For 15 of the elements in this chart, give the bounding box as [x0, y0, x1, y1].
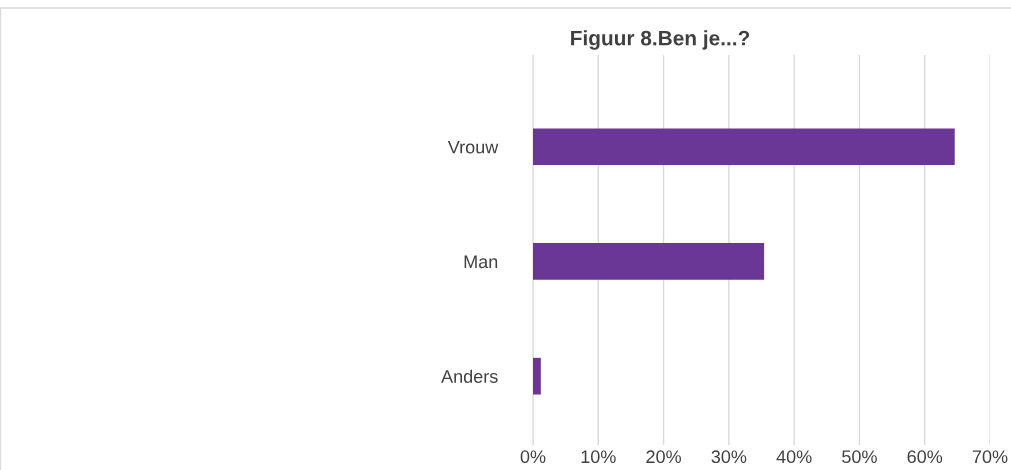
- x-tick-label: 30%: [711, 450, 747, 464]
- chart-title: Figuur 8.Ben je...?: [571, 30, 750, 50]
- y-tick-label: Vrouw: [447, 140, 499, 154]
- x-tick-label: 0%: [520, 450, 546, 464]
- y-tick-label: Man: [464, 255, 498, 269]
- x-tick-label: 60%: [907, 450, 943, 464]
- x-tick-label: 50%: [842, 450, 877, 464]
- x-tick-label: 70%: [972, 450, 1008, 464]
- bar: [533, 243, 765, 280]
- y-tick-label: Anders: [441, 369, 498, 383]
- x-tick-label: 40%: [776, 450, 812, 464]
- bar: [533, 128, 955, 166]
- bar: [533, 357, 541, 395]
- x-tick-label: 10%: [581, 450, 616, 464]
- x-tick-label: 20%: [646, 450, 681, 464]
